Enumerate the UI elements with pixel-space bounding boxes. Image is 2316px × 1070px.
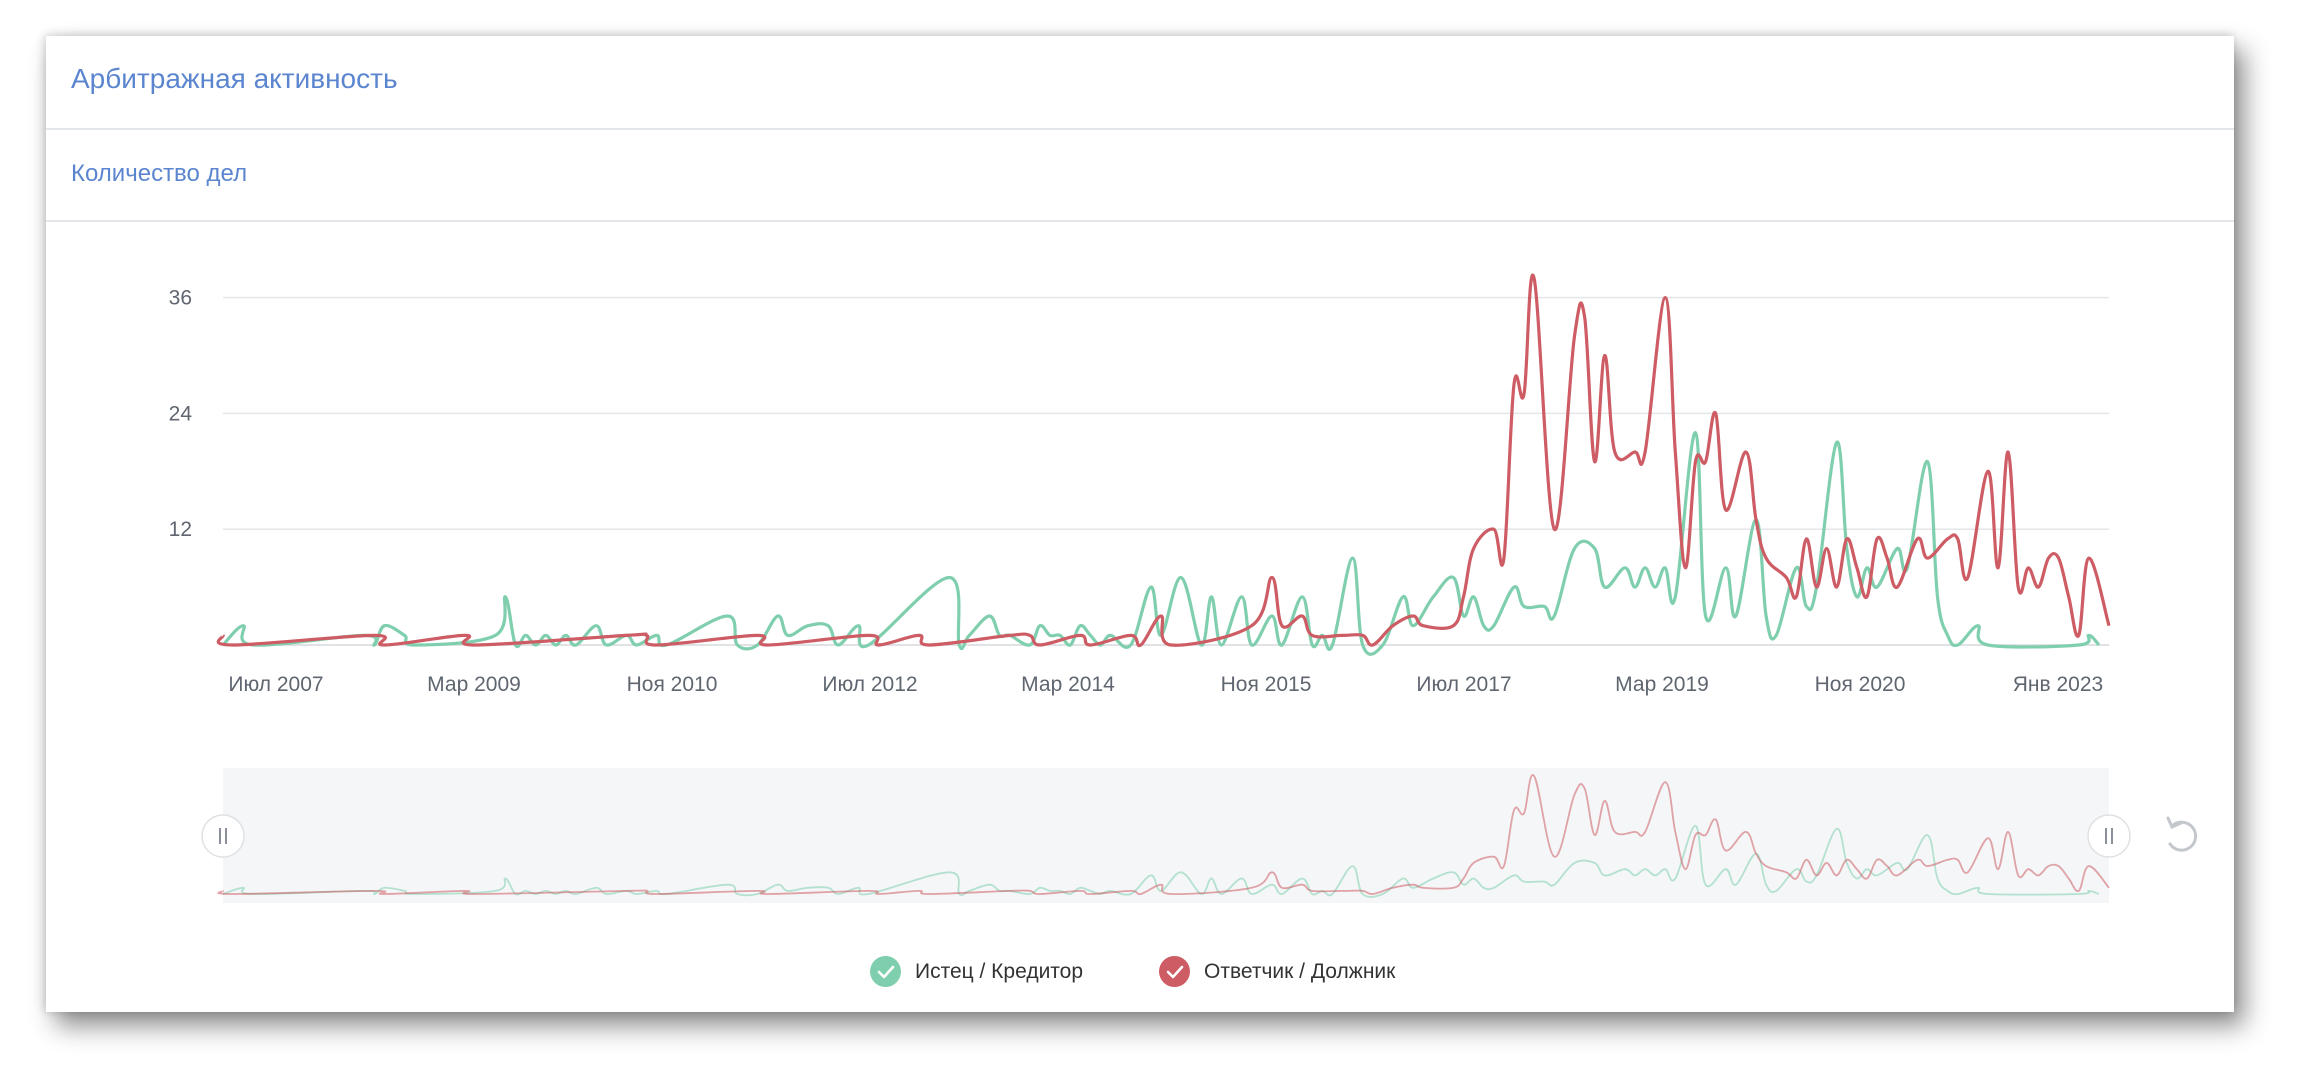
panel-header: Арбитражная активность (46, 36, 2234, 130)
legend-item-plaintiff[interactable]: Истец / Кредитор (870, 956, 1083, 987)
x-tick-label: Мар 2019 (1615, 673, 1709, 696)
x-tick-label: Июл 2012 (822, 673, 917, 696)
panel-title: Арбитражная активность (71, 63, 398, 94)
range-navigator[interactable] (223, 768, 2109, 903)
y-tick-label: 12 (169, 518, 192, 541)
reset-zoom-icon[interactable] (2166, 816, 2198, 852)
x-tick-label: Ноя 2015 (1221, 673, 1312, 696)
line-chart: 12 24 36 Июл 2007 Мар 2009 Ноя 2010 Июл 2012 М… (169, 273, 2198, 903)
navigator-series-line (222, 824, 2100, 898)
check-icon (1159, 956, 1190, 987)
chart-title: Количество дел (71, 160, 248, 187)
legend-item-defendant[interactable]: Ответчик / Должник (1159, 956, 1395, 987)
check-icon (870, 956, 901, 987)
legend-label: Истец / Кредитор (915, 959, 1084, 983)
x-tick-label: Ноя 2010 (627, 673, 718, 696)
y-tick-label: 36 (169, 287, 192, 310)
y-tick-label: 24 (169, 402, 193, 425)
x-tick-label: Ноя 2020 (1815, 673, 1906, 696)
x-tick-label: Июл 2017 (1416, 673, 1511, 696)
navigator-series-line (217, 774, 2110, 896)
x-tick-label: Мар 2014 (1021, 673, 1115, 696)
x-tick-label: Янв 2023 (2013, 673, 2103, 696)
navigator-right-handle[interactable] (2087, 814, 2131, 858)
chart-header: Количество дел (46, 130, 2234, 222)
navigator-left-handle[interactable] (201, 814, 245, 858)
x-tick-label: Мар 2009 (427, 673, 521, 696)
x-tick-label: Июл 2007 (228, 673, 323, 696)
series-line-defendant[interactable] (216, 273, 2111, 648)
arbitration-panel: Арбитражная активность Количество дел 12… (46, 36, 2234, 1012)
legend-label: Ответчик / Должник (1204, 959, 1396, 983)
